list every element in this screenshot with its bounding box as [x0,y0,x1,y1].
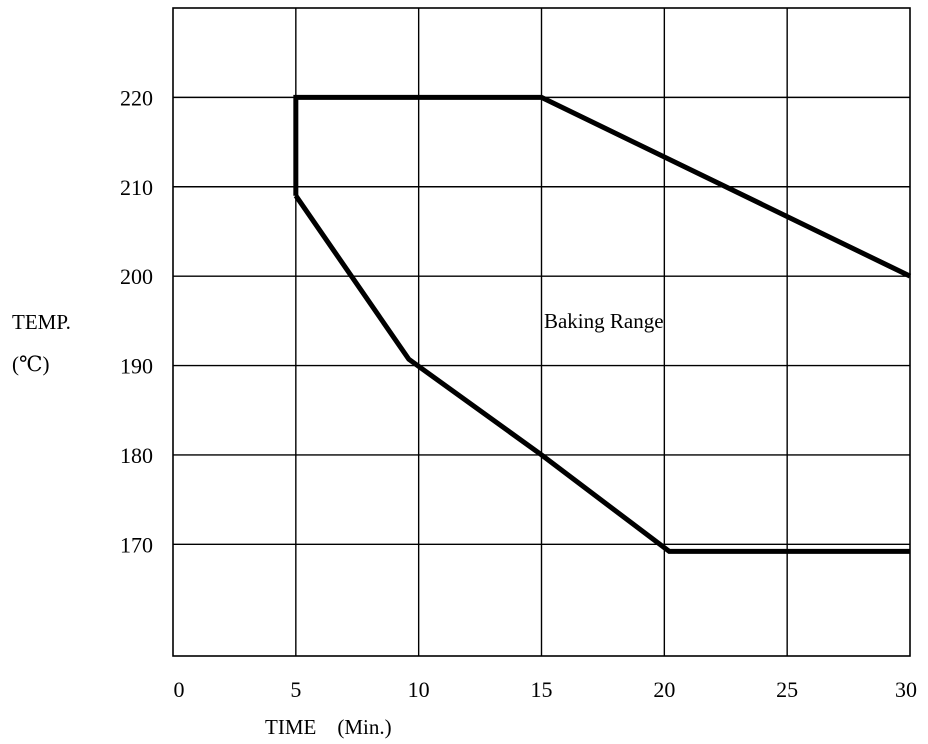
series-layer [293,94,912,554]
x-axis-label: TIME (Min.) [265,715,392,739]
y-tick-label: 190 [120,354,153,379]
plot-frame [172,7,911,657]
x-tick-label: 15 [531,677,553,702]
upper-limit-line [293,94,912,279]
x-tick-labels: 0 5 10 15 20 25 30 [174,677,918,702]
annotation-baking-range: Baking Range [544,309,664,333]
x-tick-label: 5 [290,677,301,702]
lower-limit-line [293,194,910,554]
x-tick-label: 10 [408,677,430,702]
grid [173,8,910,656]
x-tick-label: 20 [653,677,675,702]
y-tick-label: 200 [120,264,153,289]
y-tick-labels: 220 210 200 190 180 170 [120,85,153,557]
y-tick-label: 220 [120,85,153,110]
y-axis-unit-label: (℃) [12,352,49,376]
x-tick-label: 25 [776,677,798,702]
x-tick-label: 0 [174,677,185,702]
y-tick-label: 170 [120,532,153,557]
y-tick-label: 210 [120,175,153,200]
x-tick-label: 30 [895,677,917,702]
y-tick-label: 180 [120,443,153,468]
y-axis-label: TEMP. [12,310,71,334]
